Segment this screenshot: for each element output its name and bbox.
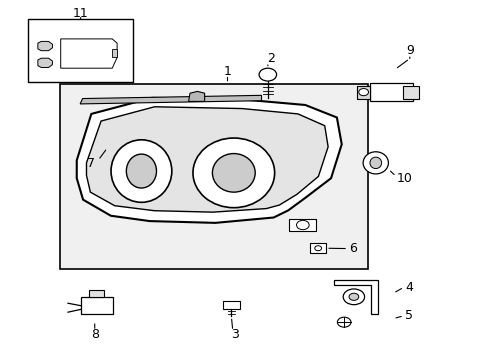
Bar <box>81 297 113 314</box>
Circle shape <box>259 68 276 81</box>
Text: 11: 11 <box>73 8 88 21</box>
Bar <box>222 301 240 309</box>
Ellipse shape <box>126 154 156 188</box>
Ellipse shape <box>111 140 171 202</box>
Circle shape <box>314 246 321 251</box>
Bar <box>89 291 104 297</box>
Polygon shape <box>38 41 52 51</box>
Polygon shape <box>112 49 117 58</box>
Text: 5: 5 <box>404 309 412 322</box>
Bar <box>309 243 325 253</box>
Bar <box>28 19 132 82</box>
Text: 2: 2 <box>267 52 275 65</box>
Polygon shape <box>86 107 327 212</box>
Circle shape <box>343 289 364 305</box>
Polygon shape <box>188 91 204 102</box>
Text: 4: 4 <box>404 281 412 294</box>
Text: 10: 10 <box>396 172 412 185</box>
Ellipse shape <box>212 154 255 192</box>
Text: 3: 3 <box>230 328 238 341</box>
Bar <box>369 83 412 102</box>
Bar <box>357 86 369 99</box>
Polygon shape <box>288 219 316 231</box>
Polygon shape <box>38 58 52 67</box>
Text: 9: 9 <box>405 44 413 57</box>
Circle shape <box>337 317 350 327</box>
Ellipse shape <box>363 152 387 174</box>
Text: 8: 8 <box>91 328 99 341</box>
Text: 6: 6 <box>348 242 356 255</box>
Polygon shape <box>334 280 377 314</box>
Text: 7: 7 <box>87 157 95 170</box>
Bar <box>402 86 418 99</box>
Circle shape <box>358 89 368 96</box>
Circle shape <box>348 293 358 300</box>
Bar <box>60 84 368 269</box>
Polygon shape <box>61 39 117 68</box>
Text: 1: 1 <box>223 64 231 77</box>
Circle shape <box>296 220 308 230</box>
Ellipse shape <box>193 138 274 208</box>
Polygon shape <box>77 98 341 223</box>
Polygon shape <box>80 95 261 104</box>
Ellipse shape <box>369 157 381 168</box>
